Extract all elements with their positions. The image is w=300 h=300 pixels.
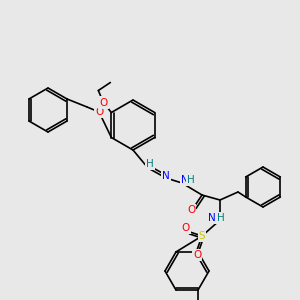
Text: H: H — [217, 213, 225, 223]
Text: O: O — [99, 98, 107, 107]
Text: O: O — [187, 205, 195, 215]
Text: O: O — [193, 250, 201, 260]
Text: H: H — [187, 175, 195, 185]
Text: N: N — [181, 175, 189, 185]
Text: O: O — [182, 223, 190, 233]
Text: N: N — [162, 171, 170, 181]
Text: H: H — [146, 159, 154, 169]
Text: S: S — [199, 231, 205, 241]
Text: N: N — [208, 213, 216, 223]
Text: O: O — [95, 107, 103, 117]
